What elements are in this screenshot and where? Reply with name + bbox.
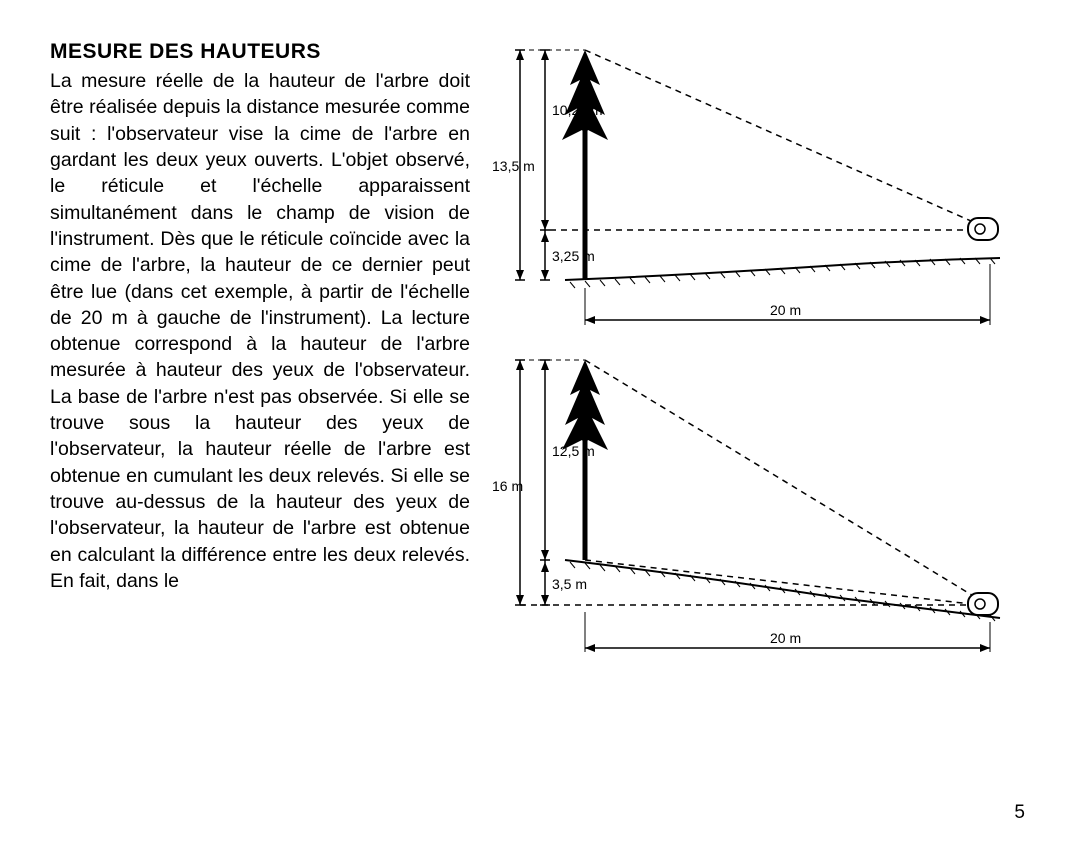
d2-distance: 20 m bbox=[770, 630, 801, 646]
section-heading: MESURE DES HAUTEURS bbox=[50, 40, 470, 64]
diagram1-svg bbox=[490, 40, 1010, 340]
d2-top-measure: 12,5 m bbox=[552, 443, 595, 459]
diagram-downhill: 12,5 m 16 m 3,5 m 20 m bbox=[490, 350, 1010, 660]
page-number: 5 bbox=[1014, 802, 1025, 824]
diagram-column: 10,25 m 13,5 m 3,25 m 20 m bbox=[490, 40, 1010, 670]
d1-top-measure: 10,25 m bbox=[552, 102, 603, 118]
d1-bottom-measure: 3,25 m bbox=[552, 248, 595, 264]
text-column: MESURE DES HAUTEURS La mesure réelle de … bbox=[50, 40, 470, 670]
body-paragraph: La mesure réelle de la hauteur de l'arbr… bbox=[50, 68, 470, 594]
d1-distance: 20 m bbox=[770, 302, 801, 318]
page-content: MESURE DES HAUTEURS La mesure réelle de … bbox=[50, 40, 1030, 670]
d1-total-height: 13,5 m bbox=[492, 158, 535, 174]
diagram2-svg bbox=[490, 350, 1010, 660]
diagram-uphill: 10,25 m 13,5 m 3,25 m 20 m bbox=[490, 40, 1010, 340]
d2-total-height: 16 m bbox=[492, 478, 523, 494]
d2-bottom-measure: 3,5 m bbox=[552, 576, 587, 592]
